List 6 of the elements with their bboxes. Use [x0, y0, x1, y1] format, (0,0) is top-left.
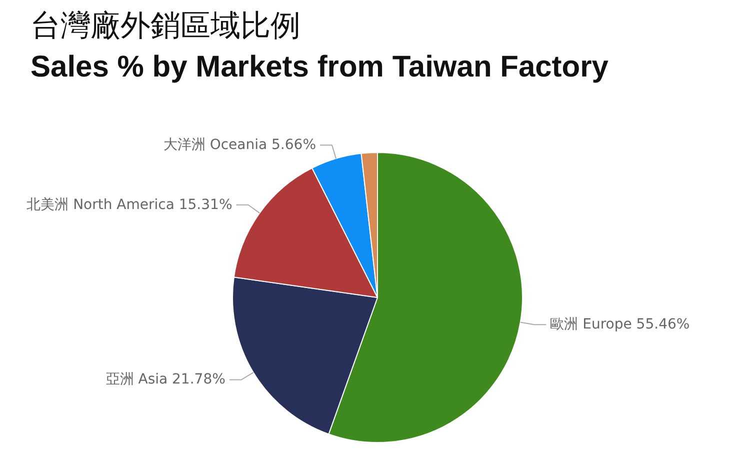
slice-label: 北美洲 North America 15.31%	[26, 196, 232, 213]
slice-label: 大洋洲 Oceania 5.66%	[163, 137, 316, 154]
slice-label: 歐洲 Europe 55.46%	[550, 316, 690, 333]
chart-title: 台灣廠外銷區域比例	[30, 8, 300, 44]
chart-subtitle: Sales % by Markets from Taiwan Factory	[30, 50, 609, 84]
slice-label: 亞洲 Asia 21.78%	[106, 372, 226, 388]
